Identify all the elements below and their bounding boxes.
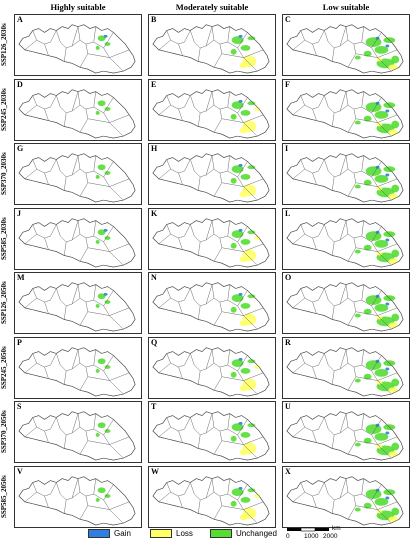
- map-outline: [286, 282, 404, 332]
- map-outline: [286, 88, 404, 138]
- map-panel-c: C: [282, 14, 410, 76]
- map-panel-m: M: [14, 272, 142, 334]
- map-outline: [286, 217, 404, 267]
- map-outline: [152, 411, 270, 461]
- panel-letter: E: [151, 79, 157, 89]
- panel-letter: R: [285, 337, 291, 347]
- map-outline: [18, 475, 136, 525]
- map-panel-i: I: [282, 143, 410, 205]
- row-label-4: SSP126_2050s: [0, 281, 8, 325]
- map-outline: [152, 88, 270, 138]
- map-panel-x: X: [282, 465, 410, 528]
- panel-letter: I: [285, 144, 289, 153]
- legend-item-unchanged: Unchanged: [210, 529, 277, 538]
- map-outline: [18, 88, 136, 138]
- legend-item-loss: Loss: [150, 529, 193, 538]
- map-panel-t: T: [148, 401, 276, 463]
- panel-letter: T: [151, 402, 157, 411]
- map-outline: [152, 217, 270, 267]
- map-outline: [18, 153, 136, 203]
- map-outline: [18, 282, 136, 332]
- legend-swatch-unchanged: [210, 529, 232, 538]
- panel-letter: Q: [151, 337, 158, 347]
- map-outline: [18, 217, 136, 267]
- map-outline: [18, 346, 136, 396]
- legend-swatch-loss: [150, 529, 172, 538]
- panel-letter: W: [151, 466, 159, 476]
- panel-letter: X: [285, 466, 291, 476]
- map-panel-f: F: [282, 78, 410, 141]
- panel-letter: J: [17, 208, 21, 218]
- panel-letter: K: [151, 208, 158, 218]
- row-label-6: SSP370_2050s: [0, 410, 8, 454]
- panel-letter: H: [151, 144, 158, 153]
- scale-bar: km 0 1000 2000: [286, 525, 346, 546]
- column-header-2: Low suitable: [322, 2, 370, 12]
- legend: Gain Loss Unchanged: [0, 525, 416, 547]
- panel-letter: M: [17, 273, 25, 282]
- panel-letter: D: [17, 79, 23, 89]
- map-outline: [286, 346, 404, 396]
- legend-item-gain: Gain: [88, 529, 131, 538]
- map-panel-u: U: [282, 401, 410, 463]
- map-panel-a: A: [14, 14, 142, 76]
- map-panel-p: P: [14, 336, 142, 399]
- map-outline: [152, 153, 270, 203]
- panel-letter: V: [17, 466, 23, 476]
- map-panel-h: H: [148, 143, 276, 205]
- panel-letter: P: [17, 337, 22, 347]
- map-panel-b: B: [148, 14, 276, 76]
- panel-letter: N: [151, 273, 157, 282]
- map-panel-d: D: [14, 78, 142, 141]
- map-panel-r: R: [282, 336, 410, 399]
- panel-letter: B: [151, 15, 157, 24]
- map-panel-j: J: [14, 207, 142, 270]
- map-outline: [286, 153, 404, 203]
- map-panel-w: W: [148, 465, 276, 528]
- map-outline: [152, 24, 270, 74]
- panel-letter: U: [285, 402, 291, 411]
- row-label-2: SSP370_2030s: [0, 152, 8, 196]
- scale-tick-2000: 2000: [323, 533, 338, 540]
- map-outline: [286, 24, 404, 74]
- map-panel-k: K: [148, 207, 276, 270]
- row-label-0: SSP126_2030s: [0, 23, 8, 67]
- map-panel-v: V: [14, 465, 142, 528]
- column-header-1: Moderately suitable: [175, 2, 249, 12]
- panel-letter: S: [17, 402, 22, 411]
- scale-unit: km: [332, 525, 341, 532]
- panel-letter: F: [285, 79, 290, 89]
- map-outline: [152, 346, 270, 396]
- legend-label-loss: Loss: [176, 529, 193, 538]
- legend-swatch-gain: [88, 529, 110, 538]
- row-label-5: SSP245_2050s: [0, 346, 8, 389]
- map-outline: [18, 411, 136, 461]
- map-panel-l: L: [282, 207, 410, 270]
- scale-tick-0: 0: [286, 533, 290, 540]
- map-panel-n: N: [148, 272, 276, 334]
- panel-letter: A: [17, 15, 23, 24]
- panel-letter: G: [17, 144, 24, 153]
- legend-label-gain: Gain: [114, 529, 131, 538]
- legend-label-unchanged: Unchanged: [236, 529, 277, 538]
- scale-tick-1000: 1000: [304, 533, 319, 540]
- panel-letter: C: [285, 15, 291, 24]
- map-panel-s: S: [14, 401, 142, 463]
- row-label-3: SSP585_2030s: [0, 217, 8, 260]
- panel-letter: O: [285, 273, 292, 282]
- map-panel-q: Q: [148, 336, 276, 399]
- map-panel-o: O: [282, 272, 410, 334]
- map-outline: [152, 475, 270, 525]
- map-outline: [152, 282, 270, 332]
- map-outline: [286, 411, 404, 461]
- panel-letter: L: [285, 208, 291, 218]
- column-header-0: Highly suitable: [50, 2, 106, 12]
- row-label-7: SSP585_2050s: [0, 475, 8, 518]
- row-label-1: SSP245_2030s: [0, 88, 8, 131]
- map-panel-g: G: [14, 143, 142, 205]
- map-panel-e: E: [148, 78, 276, 141]
- map-outline: [18, 24, 136, 74]
- map-outline: [286, 475, 404, 525]
